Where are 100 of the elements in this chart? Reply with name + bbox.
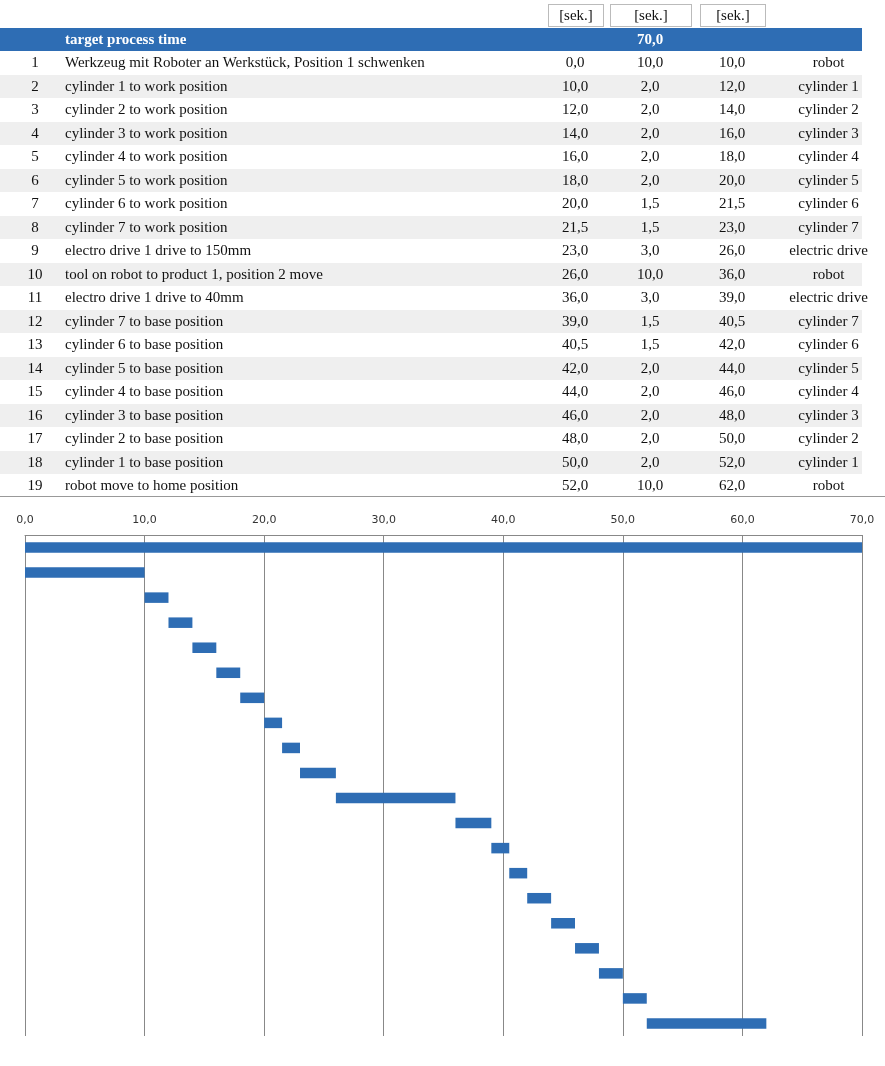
text: 10,0 bbox=[635, 53, 665, 72]
text: cylinder 5 bbox=[797, 170, 860, 190]
bar bbox=[335, 792, 456, 804]
text: cylinder 3 to work position bbox=[65, 123, 229, 143]
bar bbox=[509, 867, 528, 879]
text: 16,0 bbox=[717, 123, 747, 143]
text: electric drive bbox=[788, 241, 869, 260]
text: 13 bbox=[26, 335, 44, 354]
text: 20,0 bbox=[717, 170, 747, 190]
text: 21,5 bbox=[560, 217, 590, 237]
text: 39,0 bbox=[560, 311, 590, 331]
text: cylinder 7 bbox=[797, 217, 860, 237]
text: 2,0 bbox=[639, 358, 661, 378]
text: 39,0 bbox=[717, 288, 747, 307]
text: cylinder 2 to work position bbox=[65, 100, 229, 119]
text: 52,0 bbox=[560, 476, 590, 495]
text: 10,0 bbox=[560, 76, 590, 96]
bar bbox=[598, 968, 623, 979]
bar bbox=[646, 1018, 767, 1029]
bar bbox=[240, 692, 265, 704]
text: cylinder 2 bbox=[797, 100, 860, 119]
text: 40,5 bbox=[717, 311, 747, 331]
text: 3,0 bbox=[639, 241, 661, 260]
text: 17 bbox=[26, 429, 44, 448]
text: 2,0 bbox=[639, 147, 661, 166]
bar bbox=[264, 717, 283, 729]
text: 23,0 bbox=[560, 241, 590, 260]
text: 14 bbox=[26, 358, 44, 378]
text: 1,5 bbox=[639, 217, 661, 237]
text: 12,0 bbox=[717, 76, 747, 96]
text: 19 bbox=[26, 476, 44, 495]
text: 5 bbox=[30, 147, 40, 166]
text: 4 bbox=[30, 123, 40, 143]
text: 15 bbox=[26, 382, 44, 401]
text: cylinder 1 to base position bbox=[65, 452, 225, 472]
text: 70,0 bbox=[635, 29, 665, 49]
text: 44,0 bbox=[560, 382, 590, 401]
text: robot bbox=[811, 53, 846, 72]
text: cylinder 6 bbox=[797, 335, 860, 354]
text: electro drive 1 drive to 150mm bbox=[65, 241, 253, 260]
text: cylinder 1 bbox=[797, 76, 860, 96]
bar bbox=[622, 993, 647, 1004]
x-tick-label: 10,0 bbox=[132, 513, 157, 526]
text: 3 bbox=[30, 100, 40, 119]
text: 2,0 bbox=[639, 170, 661, 190]
x-tick-label: 0,0 bbox=[16, 513, 34, 526]
text: 2 bbox=[30, 76, 40, 96]
text: 10,0 bbox=[635, 264, 665, 284]
text: 52,0 bbox=[717, 452, 747, 472]
text: cylinder 3 bbox=[797, 123, 860, 143]
bar bbox=[491, 842, 510, 854]
text: Werkzeug mit Roboter an Werkstück, Position 1 schwenken bbox=[65, 53, 426, 72]
text: cylinder 1 bbox=[797, 452, 860, 472]
text: 50,0 bbox=[560, 452, 590, 472]
bar bbox=[575, 943, 599, 954]
text: cylinder 3 to base position bbox=[65, 405, 225, 425]
bar bbox=[144, 592, 169, 603]
text: cylinder 5 bbox=[797, 358, 860, 378]
text: cylinder 4 bbox=[797, 147, 860, 166]
bar bbox=[455, 817, 492, 829]
text: 1,5 bbox=[639, 335, 661, 354]
text: 18,0 bbox=[717, 147, 747, 166]
text: cylinder 2 to base position bbox=[65, 429, 225, 448]
bar bbox=[300, 767, 336, 779]
text: 10,0 bbox=[635, 476, 665, 495]
text: 42,0 bbox=[717, 335, 747, 354]
text: robot move to home position bbox=[65, 476, 240, 495]
bar bbox=[216, 667, 241, 679]
text: 2,0 bbox=[639, 100, 661, 119]
text: 10 bbox=[26, 264, 44, 284]
text: 11 bbox=[26, 288, 44, 307]
x-tick-label: 30,0 bbox=[371, 513, 396, 526]
text: cylinder 7 bbox=[797, 311, 860, 331]
text: robot bbox=[811, 264, 846, 284]
text: cylinder 4 to work position bbox=[65, 147, 229, 166]
text: 9 bbox=[30, 241, 40, 260]
text: 46,0 bbox=[717, 382, 747, 401]
text: 2,0 bbox=[639, 76, 661, 96]
bar bbox=[168, 617, 193, 628]
text: 21,5 bbox=[717, 194, 747, 213]
text: 44,0 bbox=[717, 358, 747, 378]
text: 12,0 bbox=[560, 100, 590, 119]
text: 2,0 bbox=[639, 123, 661, 143]
text: cylinder 7 to base position bbox=[65, 311, 225, 331]
text: electric drive bbox=[788, 288, 869, 307]
text: 50,0 bbox=[717, 429, 747, 448]
bar bbox=[25, 567, 145, 578]
text: robot bbox=[811, 476, 846, 495]
bar bbox=[192, 642, 217, 653]
text: 62,0 bbox=[717, 476, 747, 495]
text: 6 bbox=[30, 170, 40, 190]
text: 26,0 bbox=[560, 264, 590, 284]
text: cylinder 3 bbox=[797, 405, 860, 425]
text: target process time bbox=[65, 29, 188, 49]
text: 2,0 bbox=[639, 429, 661, 448]
text: electro drive 1 drive to 40mm bbox=[65, 288, 245, 307]
bar bbox=[25, 542, 862, 553]
text: cylinder 6 bbox=[797, 194, 860, 213]
bar bbox=[282, 742, 301, 754]
text: 16 bbox=[26, 405, 44, 425]
